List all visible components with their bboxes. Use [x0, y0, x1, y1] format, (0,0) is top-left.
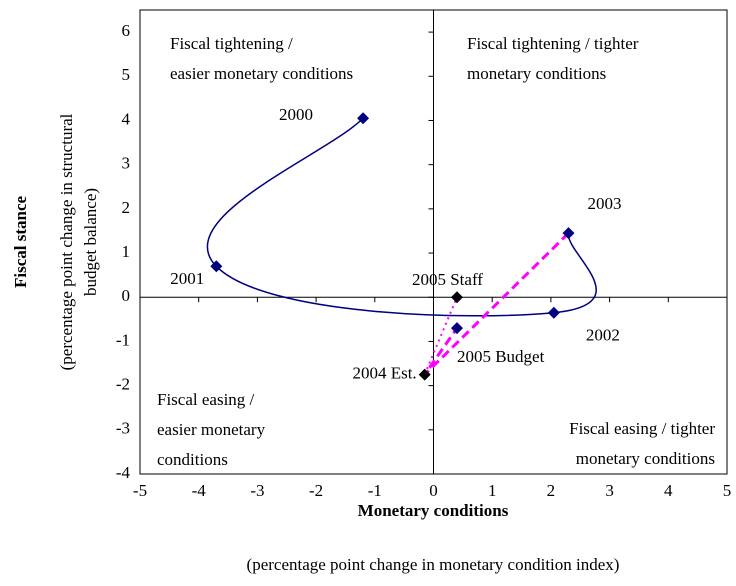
point-marker: [210, 260, 223, 273]
quadrant-label: Fiscal easing / tighter: [569, 419, 715, 438]
y-tick-label: 6: [122, 21, 131, 40]
x-tick-label: -5: [133, 481, 147, 500]
y-tick-label: 5: [122, 65, 131, 84]
point-marker: [562, 227, 575, 240]
x-tick-label: -1: [368, 481, 382, 500]
x-tick-label: 3: [605, 481, 614, 500]
point-marker: [450, 322, 463, 335]
quadrant-label: conditions: [157, 450, 228, 469]
quadrant-label: monetary conditions: [576, 449, 715, 468]
point-label: 2001: [170, 269, 204, 288]
series-line: [423, 296, 458, 375]
series-line: [206, 117, 597, 317]
y-tick-label: -1: [116, 330, 130, 349]
y-tick-label: 4: [122, 109, 131, 128]
quadrant-label: easier monetary conditions: [170, 64, 353, 83]
x-axis-subtitle: (percentage point change in monetary con…: [247, 555, 620, 574]
point-marker: [357, 112, 370, 125]
y-tick-label: 3: [122, 154, 131, 173]
y-tick-label: -3: [116, 419, 130, 438]
point-label: 2005 Staff: [412, 270, 483, 289]
point-label: 2002: [586, 326, 620, 345]
y-tick-label: -2: [116, 375, 130, 394]
point-marker: [450, 291, 463, 304]
x-tick-label: -4: [192, 481, 207, 500]
y-tick-label: -4: [116, 463, 131, 482]
point-label: 2004 Est.: [352, 363, 416, 382]
quadrant-label: Fiscal tightening /: [170, 34, 293, 53]
y-tick-label: 2: [122, 198, 131, 217]
point-label: 2000: [279, 105, 313, 124]
y-axis-title: Fiscal stance: [11, 196, 30, 289]
quadrant-label: Fiscal easing /: [157, 390, 255, 409]
x-tick-label: 0: [429, 481, 438, 500]
quadrant-label: easier monetary: [157, 420, 266, 439]
x-tick-label: -2: [309, 481, 323, 500]
point-label: 2003: [588, 194, 622, 213]
quadrant-label: monetary conditions: [467, 64, 606, 83]
y-axis-subtitle: budget balance): [81, 188, 100, 296]
y-tick-label: 1: [122, 242, 131, 261]
point-label: 2005 Budget: [457, 347, 545, 366]
x-tick-label: 5: [723, 481, 732, 500]
quadrant-label: Fiscal tightening / tighter: [467, 34, 639, 53]
x-tick-label: -3: [250, 481, 264, 500]
y-tick-label: 0: [122, 286, 131, 305]
x-tick-label: 1: [488, 481, 497, 500]
x-tick-label: 4: [664, 481, 673, 500]
x-tick-label: 2: [547, 481, 556, 500]
y-axis-subtitle: (percentage point change in structural: [57, 113, 76, 370]
x-axis-title: Monetary conditions: [358, 501, 509, 520]
point-marker: [547, 306, 560, 319]
point-marker: [418, 368, 431, 381]
